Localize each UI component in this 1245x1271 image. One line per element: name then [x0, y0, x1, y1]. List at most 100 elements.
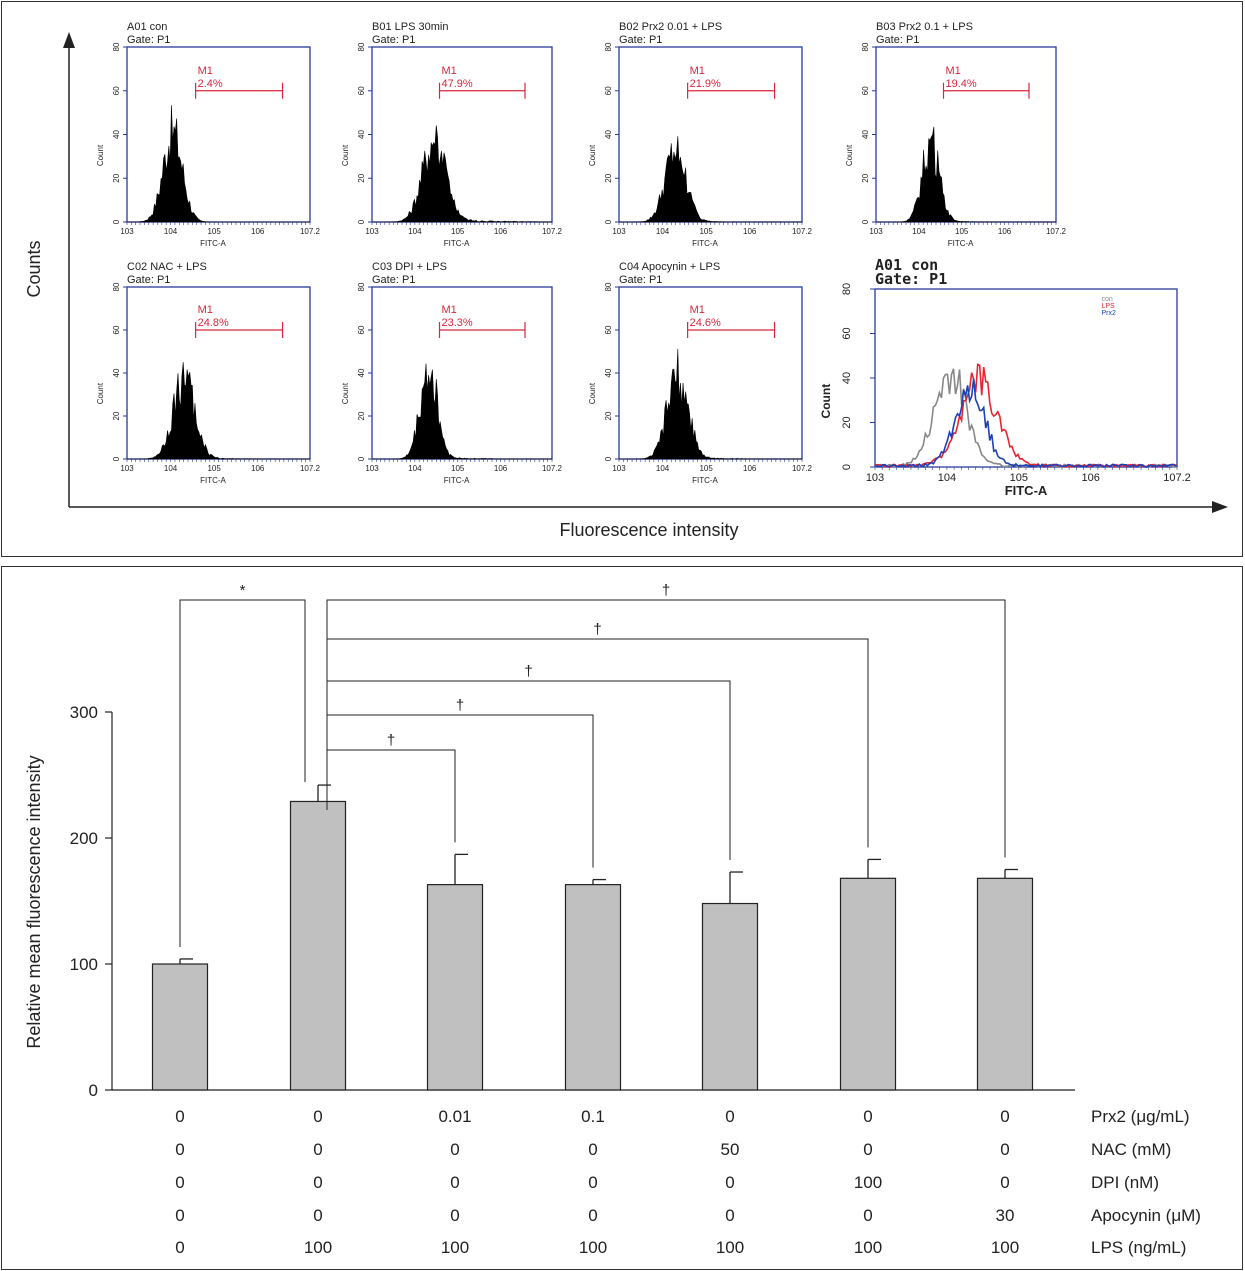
treatment-value: 0: [588, 1206, 597, 1225]
histogram-title: C02 NAC + LPS: [127, 261, 207, 273]
y-tick-label: 20: [604, 173, 613, 182]
overlay-y-tick-label: 0: [841, 464, 853, 470]
overlay-legend-lps: LPS: [1102, 303, 1116, 310]
histogram-xlabel: FITC-A: [200, 239, 226, 248]
treatment-value: 0: [313, 1107, 322, 1126]
x-tick-label: 106: [998, 227, 1012, 236]
x-tick-label: 104: [656, 227, 670, 236]
histogram-frame: [371, 286, 553, 460]
histogram-gate: Gate: P1: [619, 34, 662, 46]
overlay-curve-con: [874, 368, 1178, 468]
bar-3: [426, 884, 484, 1091]
y-tick-label: 100: [70, 955, 98, 974]
significance-bracket-5: [326, 638, 869, 848]
x-tick-label: 106: [743, 227, 757, 236]
x-tick-label: 107.2: [300, 227, 321, 236]
treatment-label: NAC (mM): [1091, 1140, 1171, 1159]
histogram-distribution: [619, 348, 803, 460]
x-tick-label: 105: [207, 227, 221, 236]
treatment-label: Apocynin (μM): [1091, 1206, 1201, 1225]
y-tick-label: 40: [604, 368, 613, 377]
m1-label: M1: [442, 65, 457, 77]
histogram-gate: Gate: P1: [619, 274, 662, 286]
overlay-curve-lps: [874, 363, 1178, 468]
overlay-legend-con: con: [1102, 296, 1113, 303]
histogram-distribution: [372, 363, 553, 460]
treatment-value: 100: [304, 1238, 332, 1257]
histogram-frame: [126, 286, 311, 460]
treatment-label: Prx2 (μg/mL): [1091, 1107, 1190, 1126]
overlay-xlabel: FITC-A: [1005, 483, 1048, 498]
overlay-x-tick-label: 107.2: [1163, 472, 1191, 484]
histogram-ylabel: Count: [588, 382, 597, 404]
overlay-y-tick-label: 60: [841, 327, 853, 339]
y-tick-label: 80: [357, 42, 366, 51]
bar-2: [289, 800, 347, 1091]
x-tick-label: 106: [251, 464, 265, 473]
x-tick-label: 107.2: [792, 227, 813, 236]
x-tick-label: 104: [164, 227, 178, 236]
histogram-ylabel: Count: [341, 382, 350, 404]
histogram-xlabel: FITC-A: [200, 476, 226, 485]
histogram-distribution: [372, 125, 553, 223]
significance-bracket-4: [326, 680, 731, 861]
m1-label: M1: [690, 304, 705, 316]
m1-percent: 23.3%: [442, 317, 473, 329]
histogram-xlabel: FITC-A: [444, 476, 470, 485]
histogram-title: C04 Apocynin + LPS: [619, 261, 720, 273]
y-tick-label: 80: [604, 282, 613, 291]
m1-percent: 2.4%: [198, 78, 223, 90]
y-tick-label: 300: [70, 703, 98, 722]
x-tick-label: 105: [451, 227, 465, 236]
y-axis-title: Relative mean fluorescence intensity: [24, 755, 44, 1048]
treatment-value: 0: [175, 1173, 184, 1192]
y-tick-label: 40: [112, 130, 121, 139]
y-tick-label: 20: [861, 173, 870, 182]
treatment-value: 0: [175, 1238, 184, 1257]
intensity-axis-label: Fluorescence intensity: [559, 520, 738, 540]
overlay-curve-prx2: [874, 378, 1178, 468]
histogram-ylabel: Count: [845, 144, 854, 166]
x-tick-label: 106: [743, 464, 757, 473]
y-tick-label: 0: [604, 456, 613, 461]
y-tick-label: 40: [861, 130, 870, 139]
x-tick-label: 107.2: [1046, 227, 1067, 236]
y-tick-label: 60: [604, 86, 613, 95]
overlay-y-tick-label: 80: [841, 283, 853, 295]
treatment-value: 100: [441, 1238, 469, 1257]
y-tick-label: 20: [112, 173, 121, 182]
treatment-value: 100: [854, 1238, 882, 1257]
treatment-value: 100: [991, 1238, 1019, 1257]
m1-percent: 24.8%: [198, 317, 229, 329]
treatment-value: 0.01: [438, 1107, 471, 1126]
x-tick-label: 103: [365, 227, 379, 236]
overlay-ylabel: Count: [819, 384, 833, 419]
overlay-x-tick-label: 103: [866, 472, 884, 484]
significance-symbol-2: †: [387, 732, 395, 749]
overlay-x-tick-label: 105: [1010, 472, 1028, 484]
treatment-value: 0.1: [581, 1107, 605, 1126]
counts-axis-arrow: [63, 32, 75, 48]
treatment-value: 0: [863, 1206, 872, 1225]
histogram-title: B03 Prx2 0.1 + LPS: [876, 21, 973, 33]
histogram-frame: [371, 46, 553, 223]
y-tick-label: 40: [357, 130, 366, 139]
y-tick-label: 40: [112, 368, 121, 377]
m1-percent: 47.9%: [442, 78, 473, 90]
histogram-distribution: [127, 362, 311, 460]
intensity-axis-arrow: [1212, 501, 1228, 513]
treatment-value: 0: [588, 1140, 597, 1159]
bar-6: [839, 877, 897, 1091]
bar-chart-panel: Relative mean fluorescence intensity 0 10…: [1, 566, 1243, 1270]
m1-percent: 21.9%: [690, 78, 721, 90]
overlay-x-tick-label: 106: [1082, 472, 1100, 484]
significance-symbol-3: †: [456, 697, 464, 714]
m1-label: M1: [198, 304, 213, 316]
y-tick-label: 20: [112, 411, 121, 420]
overlay-legend-prx2: Prx2: [1102, 310, 1117, 317]
y-tick-label: 0: [604, 219, 613, 224]
treatment-value: 30: [996, 1206, 1015, 1225]
histogram-title: A01 con: [127, 21, 167, 33]
